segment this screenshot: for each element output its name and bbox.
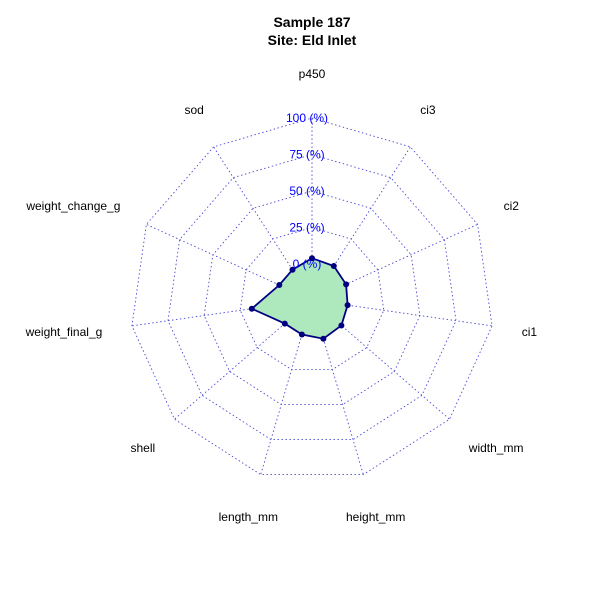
chart-title: Sample 187 <box>273 14 350 30</box>
grid-spoke-weight_change_g <box>146 223 280 286</box>
grid-spoke-ci1 <box>347 304 493 327</box>
ring-label-25: 25 (%) <box>289 221 324 235</box>
data-point-ci2 <box>343 281 350 288</box>
grid-spoke-ci2 <box>344 223 478 286</box>
axis-label-ci1: ci1 <box>522 325 538 339</box>
data-point-p450 <box>309 255 315 262</box>
axis-label-sod: sod <box>184 103 203 117</box>
axis-label-shell: shell <box>131 441 156 455</box>
axis-label-ci3: ci3 <box>420 103 436 117</box>
grid-spoke-length_mm <box>260 334 303 475</box>
chart-subtitle: Site: Eld Inlet <box>268 32 357 48</box>
grid-spoke-width_mm <box>338 323 450 420</box>
grid-spoke-shell <box>174 323 286 420</box>
ring-labels: 0 (%) 25 (%) 50 (%) 75 (%) 100 (%) <box>286 111 328 271</box>
radar-grid <box>131 117 493 476</box>
axis-label-weight_change_g: weight_change_g <box>25 199 120 213</box>
data-point-height_mm <box>320 335 327 342</box>
ring-label-50: 50 (%) <box>289 184 324 198</box>
series-area <box>250 257 349 340</box>
ring-label-100: 100 (%) <box>286 111 328 125</box>
axis-labels: p450 ci3 ci2 ci1 width_mm height_mm length_mm s… <box>25 67 538 524</box>
axis-label-width_mm: width_mm <box>468 441 524 455</box>
axis-label-p450: p450 <box>299 67 326 81</box>
ring-label-75: 75 (%) <box>289 148 324 162</box>
grid-ring-50 <box>203 190 421 406</box>
data-point-ci3 <box>330 263 337 269</box>
grid-spoke-height_mm <box>321 334 364 475</box>
ring-label-0: 0 (%) <box>293 257 322 271</box>
grid-ring-25 <box>239 227 385 371</box>
axis-label-length_mm: length_mm <box>219 510 278 524</box>
data-point-width_mm <box>338 322 345 329</box>
data-point-length_mm <box>298 331 305 338</box>
radar-series <box>248 255 351 342</box>
data-point-sod <box>289 266 296 273</box>
grid-ring-100 <box>131 117 493 476</box>
data-point-ci1 <box>344 302 351 309</box>
axis-label-ci2: ci2 <box>504 199 520 213</box>
grid-spoke-ci3 <box>331 146 411 270</box>
grid-spoke-sod <box>213 146 293 270</box>
data-point-weight_change_g <box>276 282 283 288</box>
data-point-weight_final_g <box>248 305 255 312</box>
axis-label-weight_final_g: weight_final_g <box>25 325 103 339</box>
data-point-shell <box>281 320 288 327</box>
axis-label-height_mm: height_mm <box>346 510 405 524</box>
